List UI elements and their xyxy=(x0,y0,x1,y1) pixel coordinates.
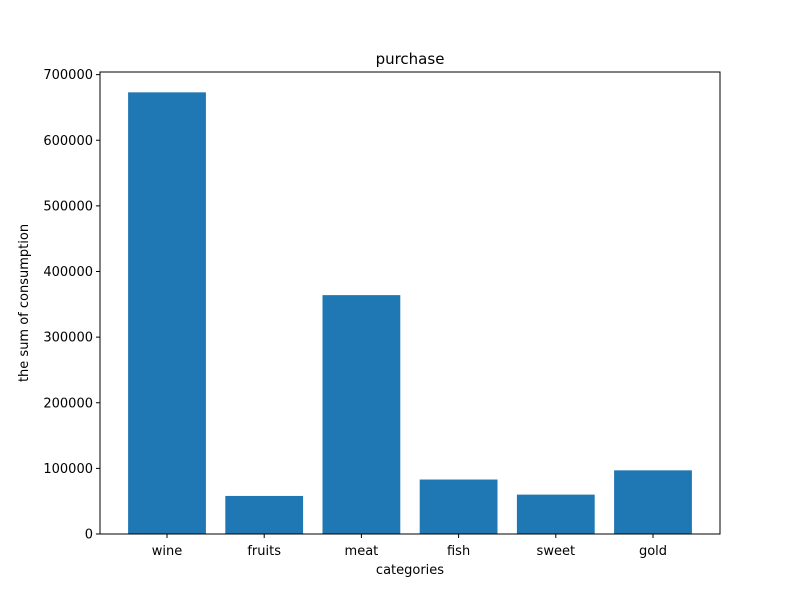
y-tick-label: 100000 xyxy=(43,462,93,477)
bar-fish xyxy=(419,479,498,534)
y-tick-label: 200000 xyxy=(43,396,93,411)
x-tick-label-fish: fish xyxy=(447,544,470,559)
x-tick-label-sweet: sweet xyxy=(537,544,576,559)
bar-sweet xyxy=(516,494,595,535)
y-tick-label: 600000 xyxy=(43,134,93,149)
bars-layer xyxy=(128,92,692,535)
bar-wine xyxy=(128,92,206,534)
plot-frame xyxy=(99,71,721,535)
x-axis-ticks: wine fruits meat fish sweet gold xyxy=(152,534,667,559)
y-tick-label: 400000 xyxy=(43,265,93,280)
bar-fruits xyxy=(225,495,304,534)
x-tick-label-gold: gold xyxy=(639,544,667,559)
x-axis-label: categories xyxy=(376,563,444,578)
x-tick-label-meat: meat xyxy=(345,544,379,559)
x-tick-label-wine: wine xyxy=(152,544,182,559)
bar-gold xyxy=(614,470,692,534)
x-tick-label-fruits: fruits xyxy=(247,544,281,559)
bar-meat xyxy=(322,295,401,535)
y-tick-label: 300000 xyxy=(43,331,93,346)
y-tick-label: 0 xyxy=(85,528,93,543)
y-tick-label: 700000 xyxy=(43,68,93,83)
chart-title: purchase xyxy=(376,50,445,68)
y-tick-label: 500000 xyxy=(43,199,93,214)
y-axis-ticks: 0 100000 200000 300000 400000 500000 600000 700… xyxy=(43,68,100,543)
y-axis-label: the sum of consumption xyxy=(17,224,32,382)
